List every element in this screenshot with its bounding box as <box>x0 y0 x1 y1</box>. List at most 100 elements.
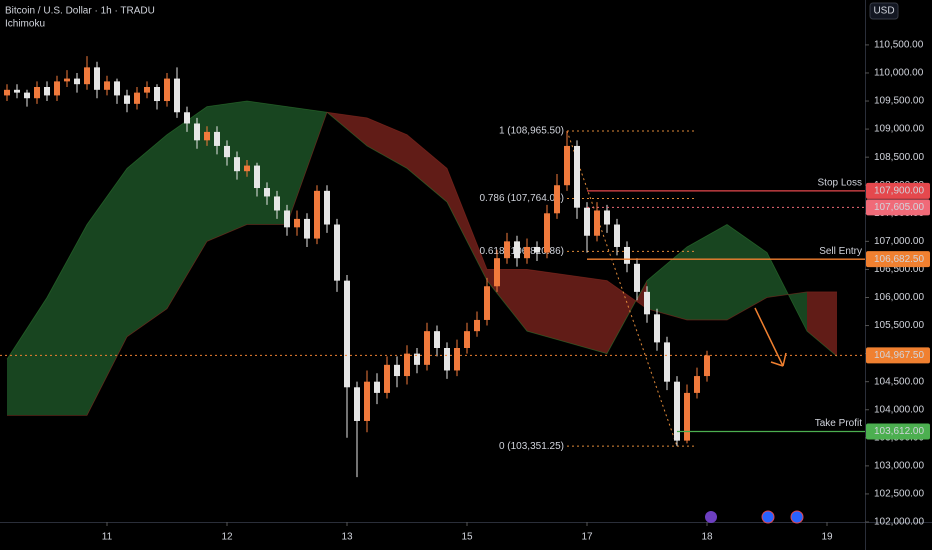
x-tick-label: 11 <box>102 532 113 543</box>
cloud-segment <box>567 275 607 354</box>
y-tick-label: 108,500.00 <box>874 152 924 163</box>
indicator-name: Ichimoku <box>5 19 45 30</box>
candle-body <box>394 364 400 377</box>
candle-body <box>684 392 690 441</box>
x-tick-label: 18 <box>701 532 713 543</box>
y-tick-label: 103,000.00 <box>874 461 924 472</box>
candle-body <box>304 218 310 239</box>
candle-body <box>554 185 560 214</box>
candle-body <box>564 145 570 186</box>
cloud-segment <box>207 101 247 242</box>
candle-body <box>704 355 710 377</box>
price-badge-label: 107,900.00 <box>874 185 924 196</box>
cloud-span-b <box>7 111 837 416</box>
candle-body <box>464 331 470 348</box>
fib-trend <box>566 130 678 447</box>
x-tick-label: 12 <box>221 532 233 543</box>
fib-label: 0.786 (107,764.05) <box>479 193 564 204</box>
candle-body <box>284 210 290 228</box>
direction-arrow <box>754 307 787 367</box>
candle-body <box>504 241 510 259</box>
chart-title: Bitcoin / U.S. Dollar · 1h · TRADU <box>5 6 155 17</box>
candle-body <box>164 78 170 102</box>
candle-body <box>74 78 80 85</box>
level-name: Sell Entry <box>819 246 862 257</box>
candle-body <box>244 165 250 172</box>
candle-body <box>174 78 180 113</box>
candle-body <box>44 87 50 96</box>
fib-label: 1 (108,965.50) <box>499 126 564 137</box>
candle-body <box>104 81 110 90</box>
plot: 1 (108,965.50) 0.786 (107,764.05) 0.618 (1… <box>0 56 865 478</box>
candle-body <box>594 210 600 236</box>
cloud-segment <box>47 224 87 416</box>
candle-body <box>384 364 390 393</box>
y-tick-label: 110,500.00 <box>874 40 924 51</box>
candle-body <box>634 263 640 292</box>
candle-body <box>334 224 340 281</box>
candle-body <box>4 89 10 96</box>
candle-body <box>274 196 280 211</box>
y-tick-label: 110,000.00 <box>874 68 924 79</box>
candle-body <box>374 381 380 393</box>
level-name: Take Profit <box>815 418 862 429</box>
candle-body <box>534 246 540 253</box>
cloud-segment <box>7 297 47 416</box>
candle-body <box>514 241 520 259</box>
y-tick-label: 106,500.00 <box>874 264 924 275</box>
cloud-segment <box>87 168 127 416</box>
candle-body <box>584 207 590 236</box>
cloud-segment <box>727 224 767 320</box>
candle-body <box>434 331 440 348</box>
candle-body <box>364 381 370 421</box>
cloud-segment <box>687 224 727 320</box>
candle-body <box>154 87 160 102</box>
price-badge <box>866 251 930 268</box>
candle-body <box>404 353 410 377</box>
candle-body <box>224 145 230 158</box>
candle-body <box>674 381 680 441</box>
cloud-span-a <box>6 100 838 360</box>
candle-body <box>294 218 300 228</box>
candle-body <box>454 348 460 371</box>
currency[interactable]: USD <box>873 6 894 17</box>
candle-body <box>184 112 190 124</box>
cloud-segment <box>287 106 327 225</box>
event-icon[interactable] <box>705 511 717 523</box>
candle-body <box>24 92 30 99</box>
candle-body <box>264 188 270 197</box>
event-icon[interactable] <box>790 510 804 524</box>
candle-body <box>14 89 20 93</box>
candle-body <box>624 246 630 264</box>
candle-body <box>414 353 420 365</box>
candle-body <box>474 319 480 332</box>
candle-body <box>484 286 490 320</box>
cloud-segment <box>447 168 487 281</box>
candle-body <box>664 342 670 382</box>
candle-body <box>254 165 260 189</box>
level-name: Stop Loss <box>818 177 862 188</box>
candle-body <box>574 145 580 208</box>
y-tick-label: 107,000.00 <box>874 236 924 247</box>
y-tick-label: 105,500.00 <box>874 320 924 331</box>
x-tick-label: 17 <box>581 532 593 543</box>
candle-body <box>544 213 550 253</box>
candle-body <box>114 81 120 96</box>
candle-body <box>234 157 240 172</box>
price-badge-label: 103,612.00 <box>874 426 924 437</box>
price-badge <box>866 199 930 216</box>
price-badge <box>866 182 930 199</box>
candle-body <box>94 67 100 90</box>
y-tick-label: 106,000.00 <box>874 292 924 303</box>
y-tick-label: 102,000.00 <box>874 517 924 528</box>
event-icon[interactable] <box>761 510 775 524</box>
currency-button[interactable] <box>869 2 899 20</box>
candle-body <box>354 387 360 421</box>
candle-body <box>424 331 430 365</box>
candle-body <box>34 87 40 99</box>
price-badge <box>866 347 930 364</box>
candle-body <box>524 246 530 259</box>
cloud-segment <box>527 269 567 343</box>
